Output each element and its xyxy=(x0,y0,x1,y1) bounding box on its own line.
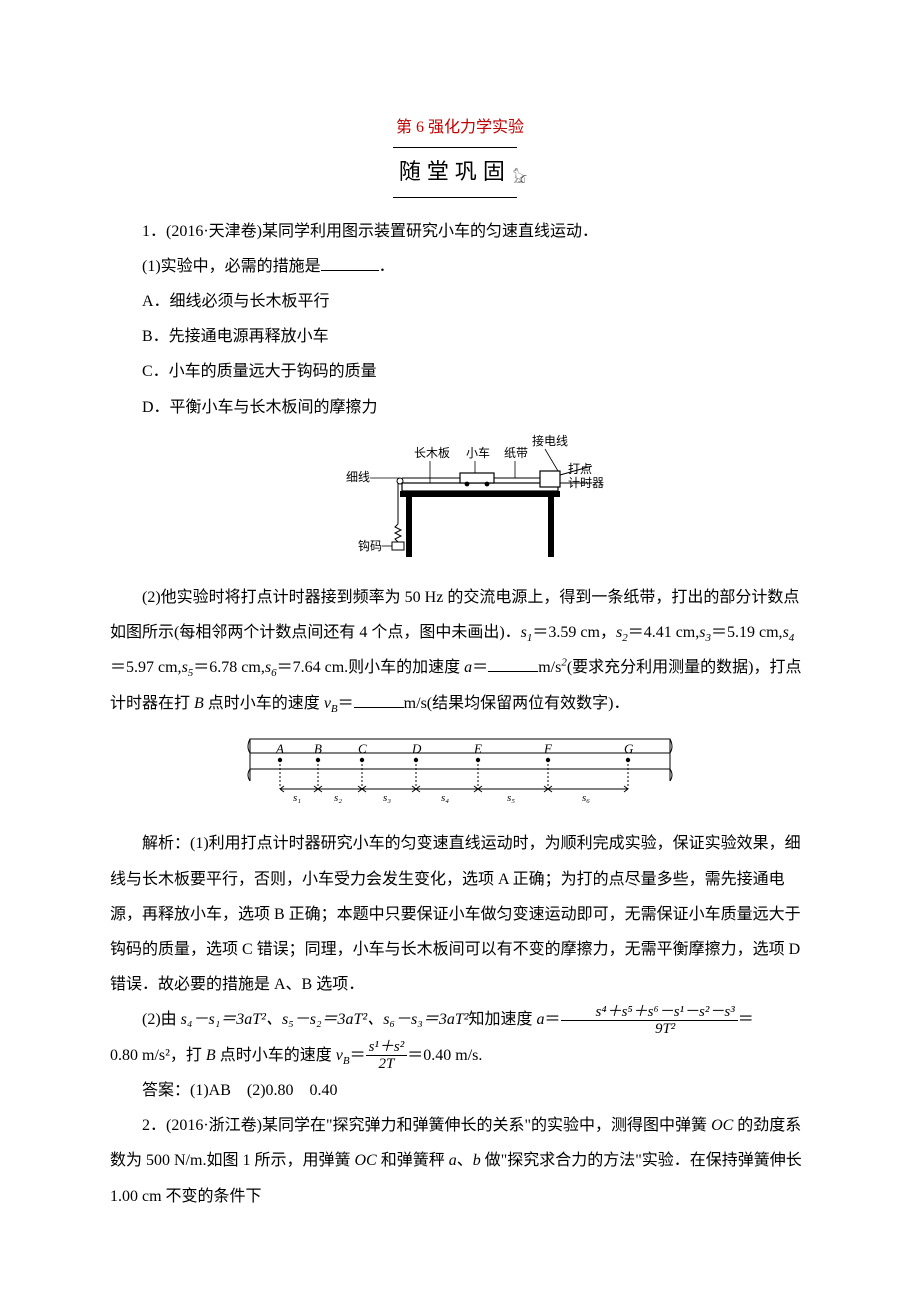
s5: ＝6.78 cm, xyxy=(193,659,265,676)
a2c: 0.80 m/s²，打 xyxy=(110,1047,206,1064)
q2c: 和弹簧秤 xyxy=(377,1152,449,1169)
unit-a: m/s xyxy=(538,659,561,676)
q1-p2d: 点时小车的速度 xyxy=(204,695,324,712)
decor-paws: 𓃠 xyxy=(513,172,527,187)
q1-period: ． xyxy=(379,258,395,275)
q1-stem: 1．(2016·天津卷)某同学利用图示装置研究小车的匀速直线运动． xyxy=(110,214,810,249)
q1-p2b: 则小车的加速度 xyxy=(348,659,464,676)
lbl-cart: 小车 xyxy=(466,445,490,460)
lbl-board: 长木板 xyxy=(414,446,450,460)
lbl-timer2: 计时器 xyxy=(568,476,604,490)
svg-text:A: A xyxy=(275,741,284,756)
q1-part1: (1)实验中，必需的措施是 ． xyxy=(110,249,810,284)
lbl-timer1: 打点 xyxy=(568,462,592,476)
apparatus-figure: 细线 长木板 小车 纸带 接电线 打点 计时器 钩码 xyxy=(110,431,810,574)
q1-part1-text: (1)实验中，必需的措施是 xyxy=(142,258,321,275)
svg-text:F: F xyxy=(543,741,553,756)
blank-v xyxy=(354,691,404,708)
frac-v-num: s¹＋s² xyxy=(366,1039,408,1057)
a2a: (2)由 xyxy=(142,1011,181,1028)
q1-analysis2-line2: 0.80 m/s²，打 B 点时小车的速度 vB＝s¹＋s²2T＝0.40 m/… xyxy=(110,1038,810,1073)
svg-text:G: G xyxy=(624,741,634,756)
frac-a: s⁴＋s⁵＋s⁶－s¹－s²－s³9T² xyxy=(561,1004,738,1038)
blank-1 xyxy=(321,254,379,271)
subtitle: 随堂巩固 xyxy=(393,147,517,197)
lbl-weight: 钩码 xyxy=(358,539,382,553)
q1-part2: (2)他实验时将打点计时器接到频率为 50 Hz 的交流电源上，得到一条纸带，打… xyxy=(110,580,810,721)
svg-text:s₂: s₂ xyxy=(334,792,342,804)
blank-a xyxy=(488,655,538,672)
s2: ＝4.41 cm, xyxy=(628,624,700,641)
lbl-wire: 接电线 xyxy=(532,433,568,448)
q1-analysis2: (2)由 s₄－s₁＝3aT²、s₅－s₂＝3aT²、s₆－s₃＝3aT²知加速… xyxy=(110,1002,810,1037)
a2e: ＝0.40 m/s. xyxy=(407,1047,482,1064)
s1: ＝3.59 cm， xyxy=(532,624,616,641)
q2-stem: 2．(2016·浙江卷)某同学在"探究弹力和弹簧伸长的关系"的实验中，测得图中弹… xyxy=(110,1108,810,1214)
lbl-tape: 纸带 xyxy=(504,446,528,460)
svg-text:D: D xyxy=(411,741,422,756)
svg-text:s₄: s₄ xyxy=(441,792,449,804)
unit-v: m/s(结果均保留两位有效数字)． xyxy=(404,695,630,712)
q1-optB: B．先接通电源再释放小车 xyxy=(110,319,810,354)
frac-a-num: s⁴＋s⁵＋s⁶－s¹－s²－s³ xyxy=(561,1004,738,1022)
svg-text:s₃: s₃ xyxy=(383,792,391,804)
frac-v: s¹＋s²2T xyxy=(366,1039,408,1073)
svg-text:s₁: s₁ xyxy=(293,792,301,804)
a2b: 知加速度 xyxy=(469,1011,537,1028)
q1-optA: A．细线必须与长木板平行 xyxy=(110,284,810,319)
rel3: s₆－s₃＝3aT² xyxy=(383,1011,468,1028)
rel1: s₄－s₁＝3aT²、 xyxy=(181,1011,282,1028)
a2d: 点时小车的速度 xyxy=(216,1047,336,1064)
frac-a-den: 9T² xyxy=(561,1021,738,1038)
svg-text:s₆: s₆ xyxy=(582,792,590,804)
svg-text:E: E xyxy=(473,741,482,756)
rel2: s₅－s₂＝3aT²、 xyxy=(282,1011,383,1028)
svg-text:s₅: s₅ xyxy=(507,792,515,804)
q1-analysis1: 解析：(1)利用打点计时器研究小车的匀变速直线运动时，为顺利完成实验，保证实验效… xyxy=(110,826,810,1002)
svg-text:B: B xyxy=(314,741,322,756)
page-title: 第 6 强化力学实验 xyxy=(110,110,810,145)
subtitle-wrap: 随堂巩固𓃠 xyxy=(110,147,810,197)
s6: ＝7.64 cm. xyxy=(277,659,349,676)
q1-answer: 答案：(1)AB (2)0.80 0.40 xyxy=(110,1073,810,1108)
s4: ＝5.97 cm, xyxy=(110,659,182,676)
q2a: 2．(2016·浙江卷)某同学在"探究弹力和弹簧伸长的关系"的实验中，测得图中弹… xyxy=(142,1117,711,1134)
frac-v-den: 2T xyxy=(366,1056,408,1073)
tape-figure: A B C D E F Gs₁ s₂ s₃ s₄ s₅ s₆ xyxy=(110,727,810,820)
q1-optD: D．平衡小车与长木板间的摩擦力 xyxy=(110,390,810,425)
lbl-cord: 细线 xyxy=(346,470,370,484)
q1-optC: C．小车的质量远大于钩码的质量 xyxy=(110,354,810,389)
svg-text:C: C xyxy=(358,741,367,756)
s3: ＝5.19 cm, xyxy=(711,624,783,641)
